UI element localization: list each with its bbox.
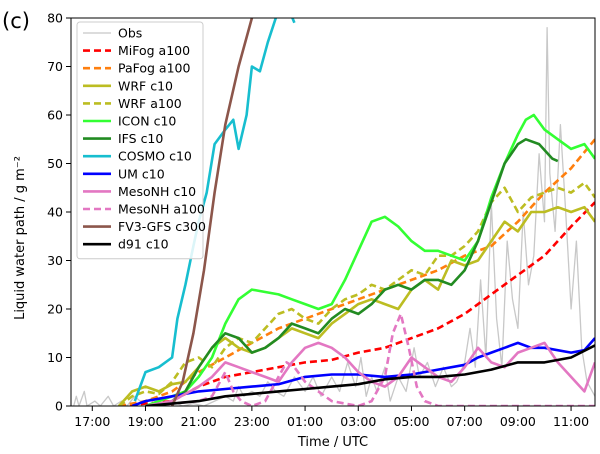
series-line xyxy=(145,113,595,406)
legend-entry-label: IFS c10 xyxy=(118,131,163,146)
legend-box xyxy=(76,21,204,260)
x-tick-label: 03:00 xyxy=(340,414,376,429)
series-line xyxy=(170,18,254,406)
x-tick-label: 11:00 xyxy=(553,414,589,429)
x-tick-label: 21:00 xyxy=(181,414,217,429)
legend-entry-label: UM c10 xyxy=(118,166,165,181)
y-tick-label: 40 xyxy=(47,205,63,220)
x-tick-label: 17:00 xyxy=(74,414,110,429)
legend-entry-label: WRF c10 xyxy=(118,78,173,93)
legend-entry-label: COSMO c10 xyxy=(118,149,192,164)
y-axis-label: Liquid water path / g m⁻² xyxy=(13,156,28,320)
legend-entry-label: MesoNH a100 xyxy=(118,202,205,217)
y-tick-label: 60 xyxy=(47,108,63,123)
legend-entry-label: PaFog a100 xyxy=(118,61,191,76)
legend-entry-label: MiFog a100 xyxy=(118,43,190,58)
plot-area xyxy=(73,18,595,406)
x-tick-label: 07:00 xyxy=(447,414,483,429)
x-tick-label: 01:00 xyxy=(287,414,323,429)
legend-entry-label: ICON c10 xyxy=(118,114,176,129)
legend-entry-label: Obs xyxy=(118,26,142,41)
y-tick-label: 0 xyxy=(55,399,63,414)
x-tick-label: 09:00 xyxy=(500,414,536,429)
legend-entry-label: FV3-GFS c300 xyxy=(118,219,206,234)
x-tick-label: 23:00 xyxy=(234,414,270,429)
axis-ticks: 17:00 19:00 21:00 23:00 01:00 03:00 05:00 07:00… xyxy=(47,11,589,430)
x-tick-label: 19:00 xyxy=(127,414,163,429)
y-tick-label: 10 xyxy=(47,350,63,365)
series-line xyxy=(145,344,595,406)
series-line xyxy=(131,337,595,406)
legend-entry-label: WRF a100 xyxy=(118,96,182,111)
legend-entry-label: MesoNH c10 xyxy=(118,184,196,199)
y-tick-label: 70 xyxy=(47,59,63,74)
series-line xyxy=(145,312,595,406)
series-line xyxy=(145,341,595,406)
panel-label: (c) xyxy=(2,9,30,33)
y-tick-label: 20 xyxy=(47,302,63,317)
x-axis-label: Time / UTC xyxy=(297,435,368,450)
axes-frame xyxy=(70,17,596,407)
series-line xyxy=(118,138,595,406)
y-tick-label: 50 xyxy=(47,156,63,171)
legend-entry-label: d91 c10 xyxy=(118,237,169,252)
y-tick-label: 30 xyxy=(47,253,63,268)
y-tick-label: 80 xyxy=(47,11,63,26)
series-line xyxy=(158,138,559,406)
legend: Obs MiFog a100 PaFog a100 WRF c10 WRF a100 IC… xyxy=(76,21,206,260)
x-tick-label: 05:00 xyxy=(393,414,429,429)
series-line xyxy=(118,181,595,406)
